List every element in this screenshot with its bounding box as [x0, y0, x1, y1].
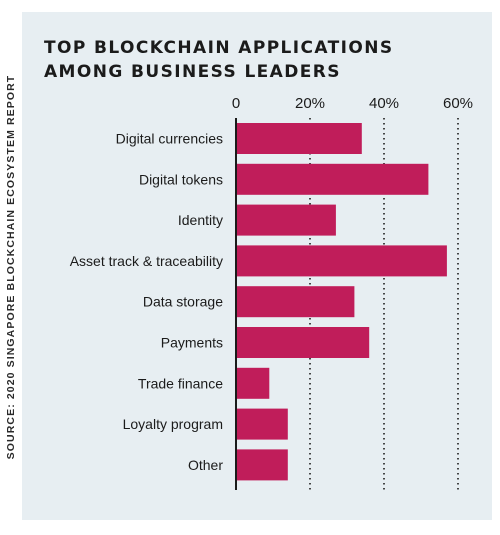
bar: [236, 286, 355, 318]
chart-title-line-1: TOP BLOCKCHAIN APPLICATIONS: [44, 38, 394, 58]
category-label: Identity: [178, 212, 223, 228]
bar: [236, 204, 336, 236]
x-tick-label: 0: [232, 95, 240, 112]
category-label: Data storage: [143, 294, 223, 310]
category-label: Other: [188, 457, 223, 473]
category-label: Loyalty program: [123, 416, 223, 432]
bar: [236, 408, 288, 440]
x-tick-label: 60%: [443, 95, 473, 112]
category-label: Payments: [161, 335, 223, 351]
bar: [236, 245, 447, 277]
bar: [236, 123, 362, 154]
bar: [236, 367, 270, 399]
x-tick-label: 20%: [295, 95, 325, 112]
x-tick-label: 40%: [369, 95, 399, 112]
category-label: Trade finance: [138, 375, 223, 391]
category-label: Digital currencies: [116, 131, 223, 147]
bar: [236, 449, 288, 481]
chart-title: TOP BLOCKCHAIN APPLICATIONS AMONG BUSINE…: [44, 36, 393, 84]
bar: [236, 327, 370, 358]
chart-title-line-2: AMONG BUSINESS LEADERS: [44, 62, 341, 82]
bar: [236, 163, 429, 195]
category-label: Digital tokens: [139, 171, 223, 187]
category-label: Asset track & traceability: [70, 253, 223, 269]
